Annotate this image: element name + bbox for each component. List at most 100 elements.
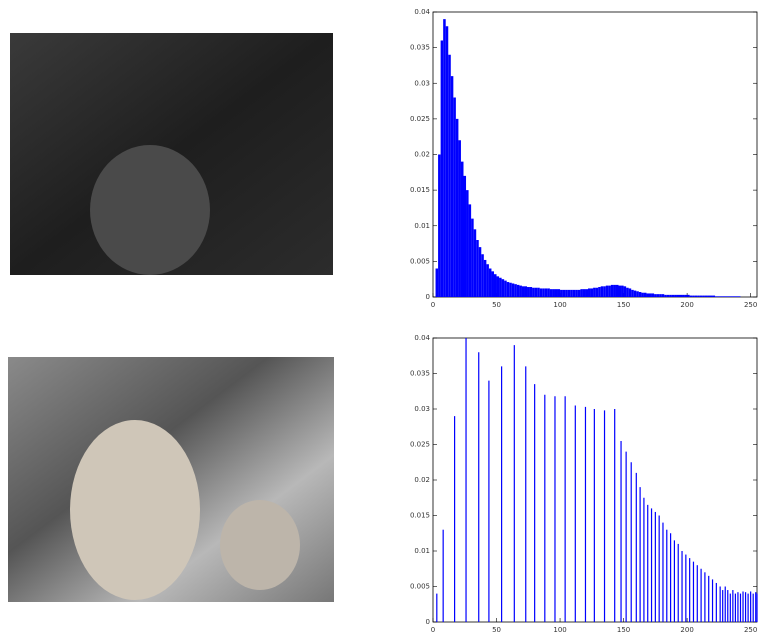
histogram-bar	[535, 288, 538, 297]
y-tick-label: 0	[426, 293, 430, 301]
histogram-bar	[619, 286, 622, 297]
page: {"chart_data": [ {"type": "bar", "color"…	[0, 0, 760, 637]
histogram-bar	[713, 296, 716, 297]
histogram-bar	[685, 295, 688, 297]
histogram-bar	[522, 286, 525, 297]
histogram-bar	[512, 283, 515, 297]
histogram-bar	[662, 294, 665, 297]
histogram-bar	[555, 289, 558, 297]
histogram-bar	[542, 288, 545, 297]
histogram-bar	[448, 55, 451, 297]
histogram-bar	[738, 296, 741, 297]
histogram-bar	[530, 287, 533, 297]
histogram-bar	[654, 294, 657, 297]
figure: 00.0050.010.0150.020.0250.030.0350.04050…	[0, 0, 760, 637]
x-tick-label: 150	[617, 626, 630, 634]
x-tick-label: 200	[680, 301, 693, 309]
histogram-bar	[598, 287, 601, 297]
x-tick-label: 50	[492, 626, 501, 634]
x-tick-label: 0	[431, 301, 435, 309]
histogram-bar	[669, 295, 672, 297]
y-tick-label: 0.005	[410, 257, 430, 265]
y-tick-label: 0.01	[414, 222, 430, 230]
histogram-bar	[723, 296, 726, 297]
histogram-bar	[601, 286, 604, 297]
histogram-bar	[479, 247, 482, 297]
histogram-bar	[649, 293, 652, 297]
histogram-bar	[580, 289, 583, 297]
histogram-bar	[573, 290, 576, 297]
y-tick-label: 0.035	[410, 44, 430, 52]
histogram-bar	[624, 286, 627, 297]
histogram-bar	[474, 229, 477, 297]
histogram-bar	[613, 285, 616, 297]
histogram-bar	[641, 293, 644, 297]
x-tick-label: 0	[431, 626, 435, 634]
histogram-bar	[687, 295, 690, 297]
histogram-bar	[705, 296, 708, 297]
histogram-bar	[456, 119, 459, 297]
histogram-bar	[497, 276, 500, 297]
histogram-bar	[494, 274, 497, 297]
histogram-bar	[504, 281, 507, 297]
histogram-bar	[674, 295, 677, 297]
histogram-bar	[443, 19, 446, 297]
histogram-bar	[583, 289, 586, 297]
histogram-bar	[502, 279, 505, 297]
histogram-bar	[563, 290, 566, 297]
histogram-bar	[626, 288, 629, 297]
histogram-bar	[463, 176, 466, 297]
histogram-bar	[725, 296, 728, 297]
histogram-bar	[451, 76, 454, 297]
histogram-bar	[629, 288, 632, 297]
histogram-bar	[596, 288, 599, 297]
histogram-bar	[441, 41, 444, 298]
histogram-bar	[469, 204, 472, 297]
histogram-bar	[603, 286, 606, 297]
histogram-bar	[545, 288, 548, 297]
histogram-bar	[575, 290, 578, 297]
histogram-bar	[659, 294, 662, 297]
histogram-bar	[608, 286, 611, 297]
histogram-bar	[677, 295, 680, 297]
histogram-bar	[453, 98, 456, 298]
histogram-bar	[591, 288, 594, 297]
histogram-bar	[471, 219, 474, 297]
histogram-bar	[697, 296, 700, 297]
y-tick-label: 0.03	[414, 79, 430, 87]
histogram-bar	[718, 296, 721, 297]
histogram-bar	[652, 293, 655, 297]
histogram-bar	[639, 292, 642, 297]
y-tick-label: 0.04	[414, 334, 430, 342]
histogram-bar	[466, 190, 469, 297]
x-tick-label: 250	[744, 626, 757, 634]
histogram-bar	[499, 278, 502, 297]
y-tick-label: 0.035	[410, 370, 430, 378]
histogram-bar	[519, 286, 522, 297]
histogram-bar	[710, 296, 713, 297]
histogram-bar	[646, 293, 649, 297]
histogram-bar	[461, 162, 464, 297]
histogram-bar	[720, 296, 723, 297]
x-tick-label: 200	[680, 626, 693, 634]
y-tick-label: 0	[426, 618, 430, 626]
histogram-bar	[532, 288, 535, 297]
histogram-bar	[715, 296, 718, 297]
histogram-bar	[537, 288, 540, 297]
histogram-bar	[514, 284, 517, 297]
histogram-bar	[509, 283, 512, 297]
histogram-bar	[695, 296, 698, 297]
histogram-bar	[476, 240, 479, 297]
histogram-bar	[672, 295, 675, 297]
histogram-bar	[570, 290, 573, 297]
histogram-bar	[484, 260, 487, 297]
histogram-bar	[527, 287, 530, 297]
dark-photo-detail	[90, 145, 210, 275]
histogram-bar	[517, 285, 520, 297]
y-tick-label: 0.025	[410, 115, 430, 123]
y-tick-label: 0.015	[410, 512, 430, 520]
equalized-photo-detail	[70, 420, 200, 600]
histogram-bar	[682, 295, 685, 297]
histogram-bar	[585, 289, 588, 297]
x-tick-label: 50	[492, 301, 501, 309]
